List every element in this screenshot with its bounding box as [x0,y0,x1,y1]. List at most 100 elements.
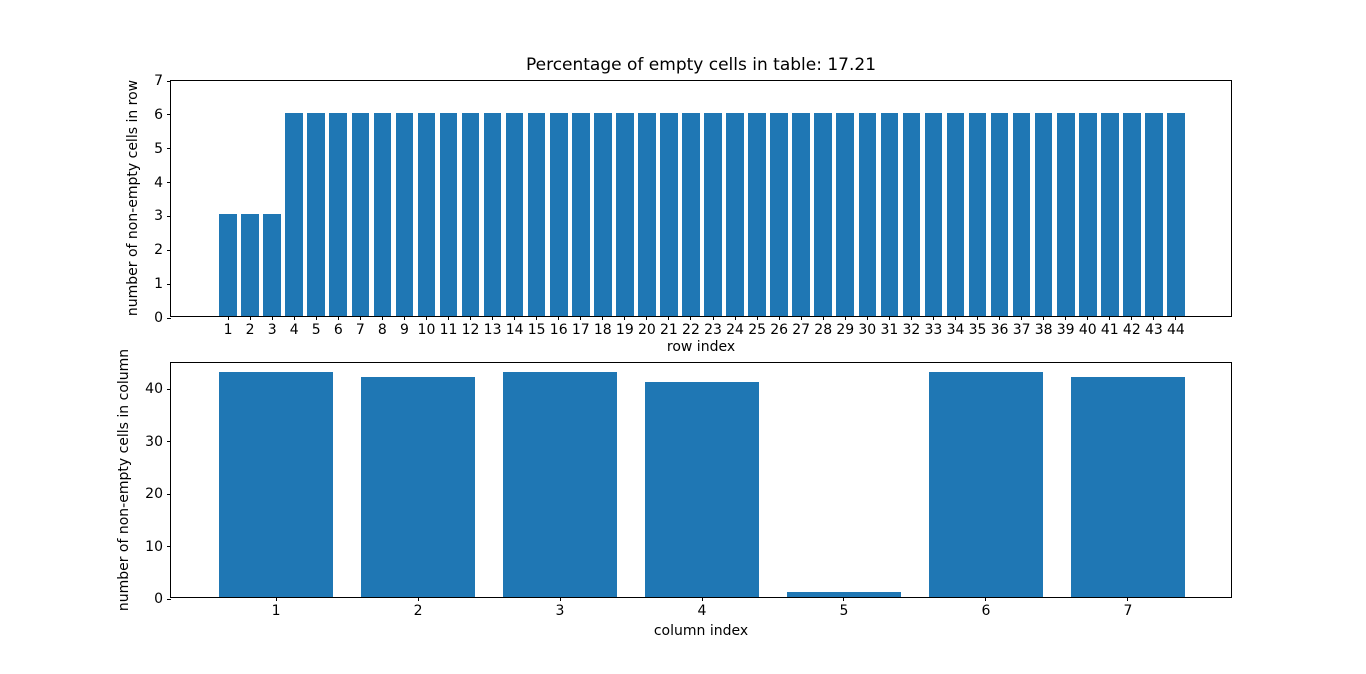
x-tick-mark [734,316,736,320]
x-tick-mark [558,316,560,320]
x-tick-label: 28 [814,322,833,338]
bar [307,112,326,316]
y-tick-label: 40 [145,381,163,398]
x-tick-mark [514,316,516,320]
y-tick-mark [167,249,171,251]
x-tick-label: 44 [1166,322,1185,338]
bar [726,112,744,316]
x-tick-mark [381,316,383,320]
x-tick-label: 14 [505,322,524,338]
x-tick-label: 7 [355,322,365,338]
x-tick-mark [417,597,419,601]
bar [351,112,370,316]
x-tick-mark [778,316,780,320]
x-tick-label: 4 [697,603,707,619]
x-tick-mark [701,597,703,601]
x-tick-mark [293,316,295,320]
x-tick-label: 1 [223,322,233,338]
bar [968,112,987,316]
x-tick-label: 25 [748,322,767,338]
x-tick-mark [999,316,1001,320]
bar [1071,376,1185,597]
x-tick-mark [492,316,494,320]
y-tick-label: 0 [154,591,163,607]
x-tick-label: 13 [483,322,502,338]
bar [1012,112,1031,316]
bar [1056,112,1075,316]
y-tick-label: 30 [145,433,163,450]
x-tick-mark [800,316,802,320]
x-tick-label: 41 [1100,322,1119,338]
x-tick-label: 23 [704,322,722,338]
x-tick-mark [536,316,538,320]
y-tick-mark [167,546,171,548]
x-tick-label: 5 [311,322,321,338]
bar [990,112,1009,316]
y-tick-label: 6 [154,106,163,123]
y-tick-label: 4 [154,174,163,191]
columns-y-axis-label: number of non-empty cells in column [116,348,132,612]
bar [361,376,475,597]
rows-bar-chart: 0 1 2 3 4 5 6 7 1 2 3 4 5 6 7 8 9 10 11 12 13 14 15 16 17 18 19 20 2… [154,73,1232,338]
x-tick-label: 38 [1034,322,1053,338]
x-tick-mark [1087,316,1089,320]
y-tick-mark [167,441,171,443]
x-tick-label: 26 [770,322,789,338]
x-tick-mark [315,316,317,320]
x-tick-mark [866,316,868,320]
bar [1123,112,1141,316]
bar [549,112,568,316]
x-tick-mark [690,316,692,320]
x-tick-label: 32 [902,322,921,338]
y-tick-label: 5 [154,140,163,157]
bar [417,112,436,316]
y-tick-label: 0 [154,310,163,326]
bar [505,112,524,316]
bar [1078,112,1097,316]
bar [946,112,965,316]
x-tick-mark [668,316,670,320]
x-tick-label: 8 [377,322,387,338]
bar [814,112,833,316]
x-tick-label: 37 [1012,322,1031,338]
x-tick-label: 7 [1123,603,1133,619]
x-tick-label: 27 [792,322,811,338]
y-tick-mark [167,283,171,285]
y-tick-label: 1 [154,276,163,293]
bar [924,112,943,316]
x-tick-label: 35 [968,322,987,338]
y-tick-label: 3 [154,208,163,225]
x-tick-mark [1109,316,1111,320]
x-tick-mark [985,597,987,601]
x-tick-mark [271,316,273,320]
x-tick-label: 1 [271,603,281,619]
x-tick-mark [932,316,934,320]
x-tick-mark [1127,597,1129,601]
y-tick-mark [167,148,171,150]
rows-y-axis-label: number of non-empty cells in row [125,79,141,317]
bar [1034,112,1053,316]
bar [503,371,617,597]
bar [880,112,899,316]
bar [836,112,855,316]
y-tick-mark [167,80,171,82]
x-tick-mark [646,316,648,320]
x-tick-label: 17 [571,322,590,338]
x-tick-mark [1043,316,1045,320]
rows-x-axis-label: row index [666,339,736,355]
bar [616,112,634,316]
bar [571,112,590,316]
bar [219,214,237,316]
y-tick-label: 10 [145,538,163,555]
x-tick-label: 2 [245,322,255,338]
bar [219,371,333,597]
bar [748,112,766,316]
x-tick-mark [602,316,604,320]
x-tick-label: 4 [289,322,299,338]
bar [770,112,788,316]
x-tick-mark [977,316,979,320]
x-tick-mark [954,316,956,320]
x-tick-label: 2 [413,603,423,619]
bar [373,112,392,316]
x-tick-mark [624,316,626,320]
